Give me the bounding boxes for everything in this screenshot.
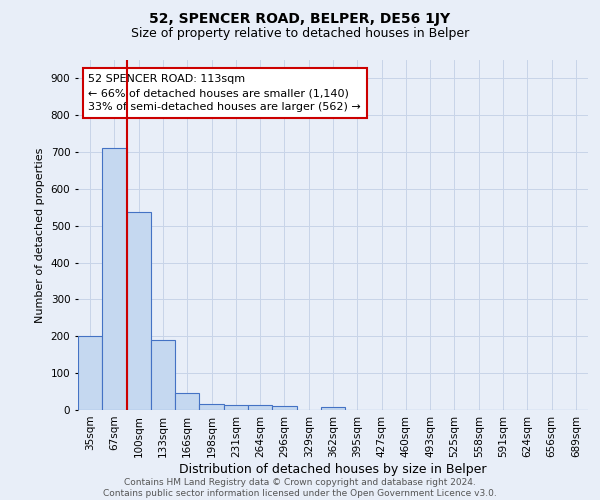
Text: 52 SPENCER ROAD: 113sqm
← 66% of detached houses are smaller (1,140)
33% of semi: 52 SPENCER ROAD: 113sqm ← 66% of detache… (88, 74, 361, 112)
Text: Contains HM Land Registry data © Crown copyright and database right 2024.
Contai: Contains HM Land Registry data © Crown c… (103, 478, 497, 498)
Bar (248, 405, 272, 410)
Bar (102, 148, 127, 410)
Bar (321, 407, 345, 410)
Text: 52, SPENCER ROAD, BELPER, DE56 1JY: 52, SPENCER ROAD, BELPER, DE56 1JY (149, 12, 451, 26)
Bar (224, 405, 248, 410)
Y-axis label: Number of detached properties: Number of detached properties (35, 148, 45, 322)
Bar (151, 340, 175, 410)
Bar (78, 336, 102, 410)
Bar (175, 393, 199, 410)
Bar (272, 406, 296, 410)
Bar (127, 212, 151, 410)
Text: Size of property relative to detached houses in Belper: Size of property relative to detached ho… (131, 28, 469, 40)
Bar (199, 404, 224, 410)
X-axis label: Distribution of detached houses by size in Belper: Distribution of detached houses by size … (179, 462, 487, 475)
